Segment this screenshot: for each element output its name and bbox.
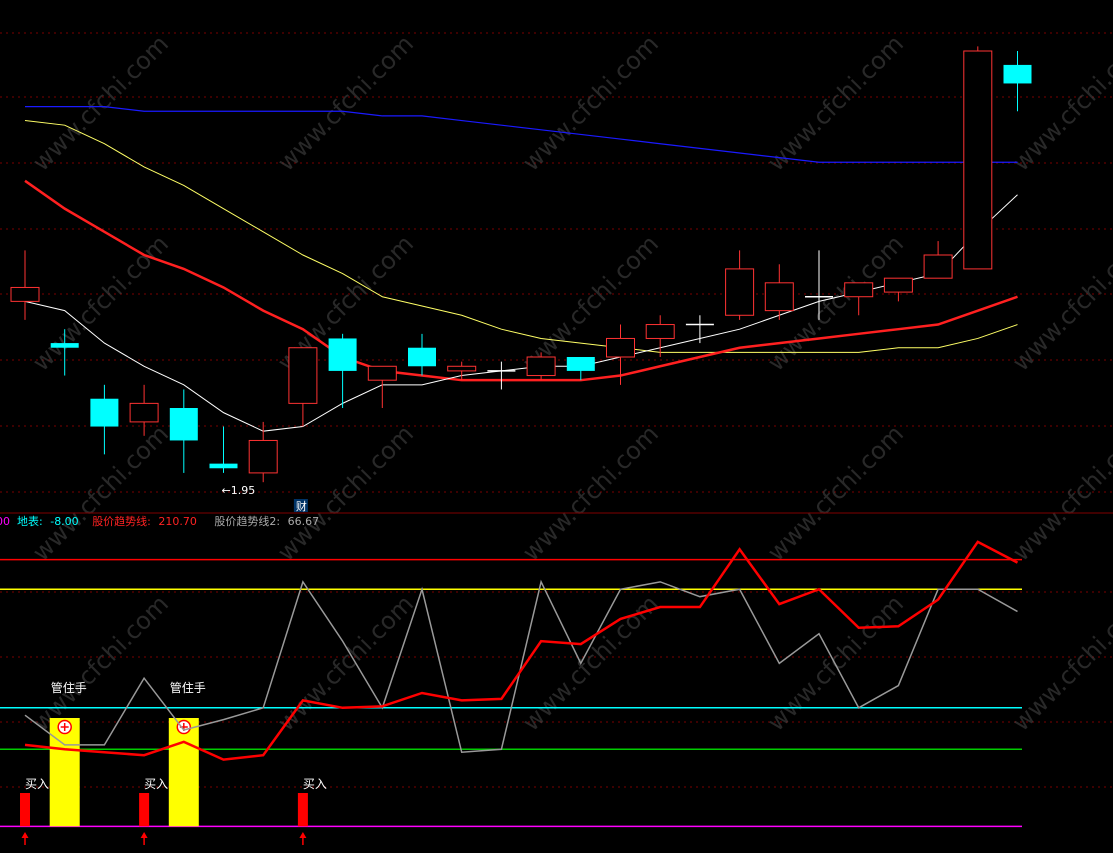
watermark-text: www.cfchi.com <box>27 30 174 177</box>
candle-body <box>923 254 953 279</box>
candle <box>10 250 40 320</box>
candle <box>725 250 755 320</box>
candle <box>248 421 278 483</box>
candle-body <box>209 463 238 469</box>
candle <box>764 264 794 320</box>
buy-bar <box>20 793 30 827</box>
info-trend1-value: 210.70 <box>158 515 197 528</box>
indicator-info-line: 地表: -8.00 股价趋势线: 210.70 股价趋势线2: 66.67 <box>17 514 319 528</box>
buy-bar <box>139 793 150 827</box>
low-price-marker: ←1.95 <box>222 484 256 497</box>
watermark-text: www.cfchi.com <box>762 30 909 177</box>
watermark-text: www.cfchi.com <box>27 420 174 567</box>
buy-label: 买入 <box>303 777 327 791</box>
watermark-text: www.cfchi.com <box>517 230 664 377</box>
watermark-layer: www.cfchi.com www.cfchi.com www.cfchi.com w… <box>27 30 1113 737</box>
candle <box>209 426 238 473</box>
signal-label: 管住手 <box>51 680 87 695</box>
main-panel: ←1.95 财 <box>10 46 1032 513</box>
ma20-line <box>24 120 1018 353</box>
info-ground-value: -8.00 <box>50 515 78 528</box>
candle <box>169 389 198 473</box>
candle-body <box>129 402 159 423</box>
candle-body <box>844 282 874 298</box>
candle-body <box>288 347 318 404</box>
candle <box>844 282 874 316</box>
candle <box>487 361 516 390</box>
signal-block <box>49 718 80 827</box>
candle <box>923 241 953 279</box>
finance-marker-bg <box>293 499 308 512</box>
buy-label: 买入 <box>144 777 168 791</box>
candle <box>129 384 159 436</box>
signal-label: 管住手 <box>170 680 206 695</box>
candle <box>328 333 357 408</box>
candle <box>526 352 556 381</box>
watermark-text: www.cfchi.com <box>27 230 174 377</box>
candle-body <box>883 277 913 293</box>
watermark-text: www.cfchi.com <box>272 30 419 177</box>
candle-body <box>367 365 397 381</box>
candle <box>883 277 913 302</box>
candle <box>805 250 833 320</box>
candle-body <box>566 357 595 371</box>
candle-body <box>764 282 794 312</box>
trend-line-2 <box>24 579 1018 754</box>
buy-arrow-icon <box>140 832 148 838</box>
finance-marker: 财 <box>296 499 307 513</box>
buy-bar <box>297 793 308 827</box>
candle-body <box>408 347 436 367</box>
candle-body <box>645 324 675 339</box>
candle-body <box>248 439 278 474</box>
watermark-text: www.cfchi.com <box>517 30 664 177</box>
candle-body <box>606 337 635 358</box>
candle <box>1003 51 1032 112</box>
candle-body <box>963 50 993 270</box>
watermark-text: www.cfchi.com <box>1007 590 1113 737</box>
candle-body <box>328 338 357 371</box>
watermark-text: www.cfchi.com <box>1007 30 1113 177</box>
ma5-line <box>24 194 1018 432</box>
info-ground-name: 地表: <box>17 514 43 528</box>
info-trend2-value: 66.67 <box>288 515 320 528</box>
signal-block <box>168 718 199 827</box>
watermark-text: www.cfchi.com <box>272 420 419 567</box>
buy-arrow-icon <box>299 832 307 838</box>
candle <box>288 347 318 427</box>
buy-arrow-icon <box>21 832 29 838</box>
candle-body <box>725 268 755 316</box>
watermark-text: www.cfchi.com <box>1007 230 1113 377</box>
candle-body <box>1003 64 1032 84</box>
info-trend2-name: 股价趋势线2: <box>214 514 280 528</box>
candle <box>963 46 993 270</box>
candle <box>606 324 635 385</box>
candle <box>645 315 675 357</box>
watermark-text: www.cfchi.com <box>27 590 174 737</box>
candle-body <box>90 398 119 427</box>
ma10-line <box>24 179 1018 382</box>
candle-body <box>169 408 198 441</box>
candle-body <box>10 286 40 302</box>
candle <box>566 357 595 381</box>
candle-body <box>447 365 477 372</box>
candle <box>408 333 436 376</box>
ma60-line <box>25 106 1018 163</box>
watermark-text: www.cfchi.com <box>762 420 909 567</box>
indicator-info-prefix: 00 <box>0 515 10 528</box>
candle <box>50 329 79 376</box>
buy-label: 买入 <box>25 777 49 791</box>
candle-body <box>526 356 556 377</box>
candle-body <box>50 343 79 348</box>
candle <box>685 315 714 344</box>
watermark-text: www.cfchi.com <box>1007 420 1113 567</box>
watermark-text: www.cfchi.com <box>517 420 664 567</box>
info-trend1-name: 股价趋势线: <box>92 514 151 528</box>
trend-line-1 <box>24 540 1019 761</box>
candle <box>367 365 397 408</box>
candle <box>90 384 119 455</box>
candle <box>447 361 477 381</box>
